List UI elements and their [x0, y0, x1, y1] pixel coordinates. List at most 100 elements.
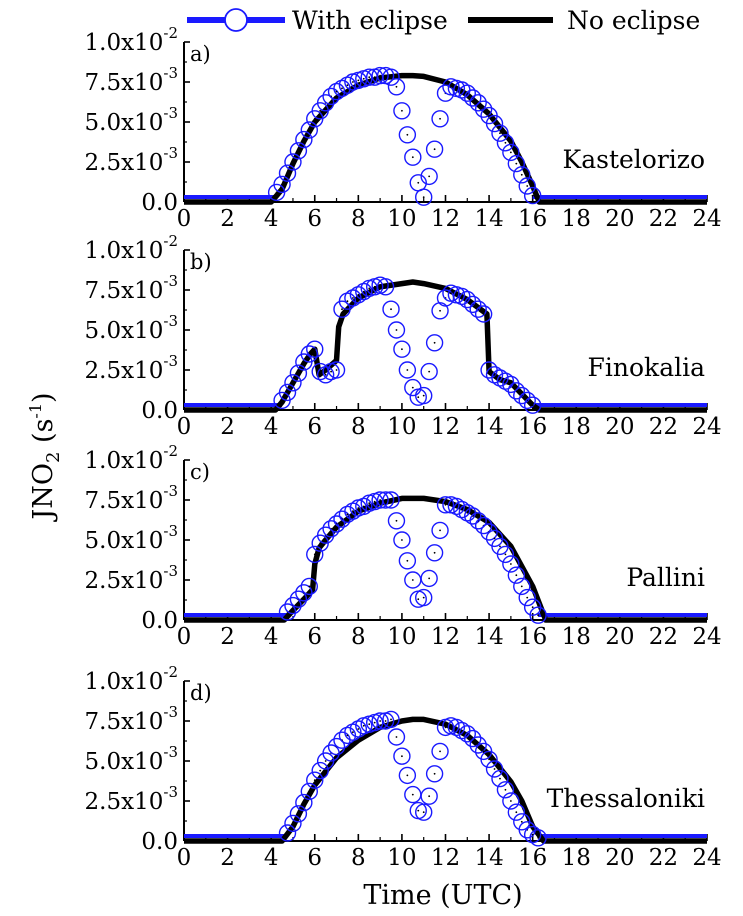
series-with-eclipse-point — [496, 372, 515, 390]
x-tick-label: 12 — [431, 845, 460, 871]
series-with-eclipse-point — [480, 523, 498, 541]
series-with-eclipse-point — [469, 94, 487, 112]
series-with-eclipse-point — [529, 829, 547, 847]
series-with-eclipse-point — [507, 382, 526, 400]
legend-label-no-eclipse: No eclipse — [567, 6, 700, 35]
series-with-eclipse-point-center — [395, 329, 398, 331]
y-tick-label: 2.5x10-3 — [85, 352, 178, 384]
y-tick-exponent: -3 — [163, 703, 178, 721]
series-with-eclipse-point-center — [450, 724, 452, 727]
series-with-eclipse-point — [398, 126, 417, 144]
x-tick-label: 8 — [351, 624, 366, 650]
series-with-eclipse-point — [415, 803, 433, 821]
series-with-eclipse-point-center — [433, 551, 436, 554]
series-with-eclipse-point — [507, 566, 526, 584]
series-with-eclipse-point — [420, 167, 438, 186]
series-with-eclipse-point-center — [526, 185, 529, 187]
series-with-eclipse-point — [469, 736, 487, 754]
series-with-eclipse-point — [453, 500, 471, 519]
series-with-eclipse-point-center — [308, 585, 311, 588]
y-tick-mantissa: 1.0x10 — [85, 669, 164, 695]
series-with-eclipse-point — [398, 552, 417, 570]
series-with-eclipse-point-center — [373, 721, 376, 724]
series-with-eclipse-point-center — [351, 81, 354, 83]
series-with-eclipse-point-center — [450, 85, 452, 88]
series-with-eclipse-point-center — [373, 500, 376, 503]
series-with-eclipse-point-center — [319, 542, 322, 545]
series-with-eclipse-point — [387, 728, 406, 746]
y-tick-exponent: -2 — [163, 232, 178, 250]
series-with-eclipse-point — [273, 175, 291, 194]
series-with-eclipse-point-center — [531, 404, 534, 407]
x-tick-label: 2 — [220, 206, 235, 232]
series-with-eclipse-point — [382, 491, 400, 509]
series-with-eclipse-point-center — [368, 723, 371, 726]
series-with-eclipse-point-center — [313, 553, 316, 556]
x-tick-label: 16 — [518, 845, 547, 871]
series-with-eclipse-point-center — [520, 585, 523, 588]
x-tick-label: 14 — [474, 206, 503, 232]
x-tick-label: 4 — [264, 414, 279, 440]
series-with-eclipse-point — [507, 154, 526, 173]
series-with-eclipse-point — [518, 391, 536, 410]
y-tick-mantissa: 0.0 — [141, 398, 178, 424]
panel-letter: a) — [190, 42, 211, 66]
series-with-eclipse-point — [322, 744, 340, 762]
series-with-eclipse-point-center — [401, 109, 403, 112]
x-tick-label: 22 — [649, 206, 678, 232]
series-with-eclipse-point-center — [384, 499, 387, 501]
series-with-eclipse-point-center — [281, 183, 283, 186]
series-with-eclipse-point-center — [499, 777, 501, 780]
panel-letter: b) — [190, 250, 212, 274]
series-with-eclipse-point — [415, 188, 433, 206]
series-with-eclipse-point-center — [357, 79, 360, 82]
series-with-eclipse-point — [431, 302, 449, 320]
series-with-eclipse-point — [338, 726, 357, 745]
series-with-eclipse-point-center — [537, 614, 540, 617]
series-with-eclipse-point-center — [439, 309, 441, 312]
series-with-eclipse-point-center — [439, 750, 441, 753]
site-label: Pallini — [626, 563, 705, 592]
x-tick-label: 10 — [387, 206, 416, 232]
series-with-eclipse-point — [387, 512, 406, 530]
series-with-eclipse-point-center — [384, 720, 387, 722]
series-with-eclipse-point — [284, 374, 302, 392]
series-with-eclipse-point-center — [324, 373, 327, 376]
series-with-eclipse-point — [518, 588, 536, 607]
x-tick-label: 8 — [351, 206, 366, 232]
series-with-eclipse-point-center — [379, 74, 382, 77]
y-tick-label: 2.5x10-3 — [85, 562, 178, 594]
series-with-eclipse-point-center — [297, 812, 300, 815]
y-tick-label: 2.5x10-3 — [85, 144, 178, 176]
series-no-eclipse-line — [184, 72, 707, 205]
series-with-eclipse-point-center — [439, 117, 441, 120]
series-with-eclipse-point — [404, 148, 422, 166]
y-tick-label: 5.0x10-3 — [85, 104, 178, 136]
y-tick-mantissa: 5.0x10 — [85, 318, 164, 344]
x-axis-title: Time (UTC) — [363, 880, 522, 911]
y-tick-mantissa: 7.5x10 — [85, 70, 164, 96]
series-with-eclipse-point-center — [455, 87, 458, 90]
y-tick-mantissa: 7.5x10 — [85, 278, 164, 304]
series-with-eclipse-point — [425, 544, 444, 562]
series-with-eclipse-point-center — [444, 726, 447, 729]
series-with-eclipse-point — [327, 515, 346, 533]
x-tick-label: 12 — [431, 624, 460, 650]
series-with-eclipse-point — [523, 186, 542, 205]
series-with-eclipse-point — [306, 771, 324, 789]
y-tick-label: 0.0 — [141, 190, 178, 216]
series-with-eclipse-point-center — [292, 161, 294, 163]
series-with-eclipse-point — [502, 555, 520, 573]
series-with-eclipse-point-center — [531, 194, 534, 197]
legend-swatch-with-eclipse-marker — [224, 8, 248, 32]
series-with-eclipse-point — [371, 491, 389, 509]
y-tick-mantissa: 1.0x10 — [85, 238, 164, 264]
x-tick-label: 24 — [692, 845, 721, 871]
series-with-eclipse-point-center — [515, 574, 518, 577]
series-with-eclipse-point — [469, 512, 487, 530]
series-with-eclipse-point-center — [390, 718, 392, 721]
x-tick-label: 10 — [387, 624, 416, 650]
x-tick-label: 22 — [649, 624, 678, 650]
series-with-eclipse-point-center — [460, 729, 463, 732]
series-with-eclipse-point-center — [362, 77, 365, 80]
